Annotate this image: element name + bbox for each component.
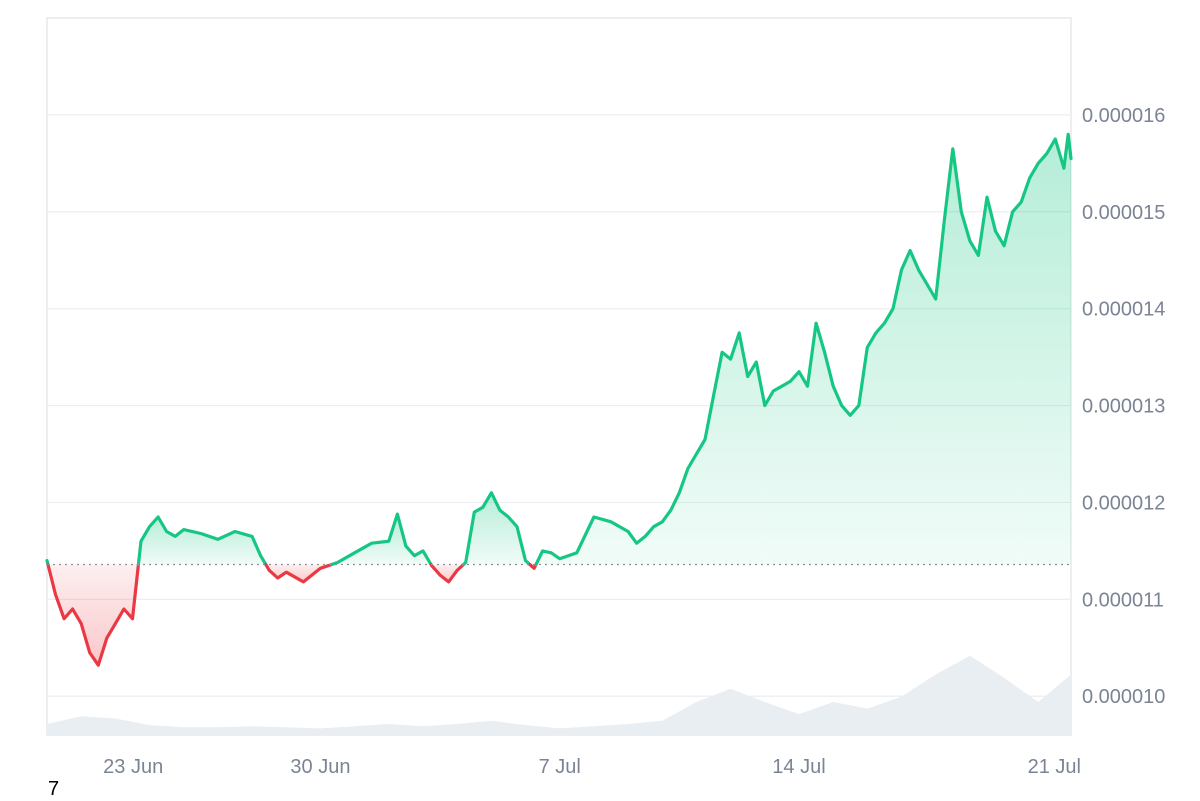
price-line-down xyxy=(429,562,466,584)
price-fill-down xyxy=(431,564,464,582)
price-line-down xyxy=(264,562,334,584)
price-line-down xyxy=(46,562,140,667)
price-fill-down xyxy=(48,564,139,666)
price-fill-up xyxy=(138,517,266,565)
y-tick-label: 0.000016 xyxy=(1082,105,1165,127)
x-tick-label: 23 Jun xyxy=(103,756,163,778)
y-tick-label: 0.000014 xyxy=(1082,299,1165,321)
volume-shape xyxy=(47,655,1071,735)
price-fill xyxy=(47,134,1071,666)
x-tick-label: 14 Jul xyxy=(772,756,825,778)
y-tick-label: 0.000011 xyxy=(1082,589,1164,611)
x-tick-label: 7 Jul xyxy=(539,756,581,778)
price-fill-down xyxy=(265,564,332,582)
y-tick-label: 0.000010 xyxy=(1082,686,1165,708)
price-line-up xyxy=(136,515,268,567)
page-number: 7 xyxy=(48,778,60,800)
price-fill-up xyxy=(463,492,530,565)
volume-area xyxy=(47,655,1071,735)
y-tick-label: 0.000012 xyxy=(1082,492,1165,514)
price-line xyxy=(45,132,1073,667)
price-line-up xyxy=(534,132,1073,567)
y-tick-label: 0.000013 xyxy=(1082,396,1165,418)
x-axis: 23 Jun 30 Jun 7 Jul 14 Jul 21 Jul xyxy=(103,756,1081,778)
x-tick-label: 21 Jul xyxy=(1028,756,1081,778)
y-tick-label: 0.000015 xyxy=(1082,202,1165,224)
x-tick-label: 30 Jun xyxy=(290,756,350,778)
price-fill-up xyxy=(536,134,1071,565)
price-line-up xyxy=(330,512,433,567)
price-line-up xyxy=(462,491,532,567)
y-axis: 0.000016 0.000015 0.000014 0.000013 0.000012… xyxy=(1082,105,1165,708)
